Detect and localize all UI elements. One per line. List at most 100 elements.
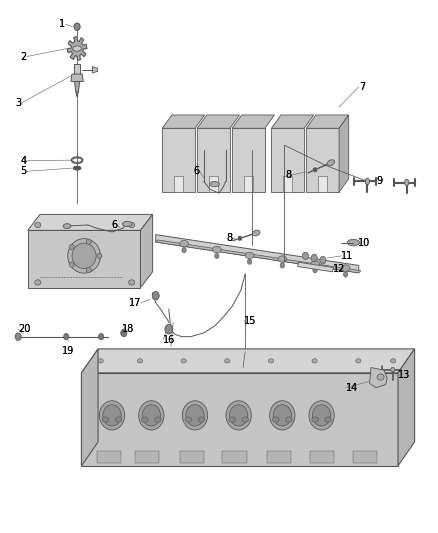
Polygon shape xyxy=(180,451,204,463)
Polygon shape xyxy=(155,240,361,273)
Ellipse shape xyxy=(73,46,81,51)
Polygon shape xyxy=(398,349,415,466)
Ellipse shape xyxy=(286,417,292,422)
Polygon shape xyxy=(232,128,265,192)
Polygon shape xyxy=(310,451,334,463)
Polygon shape xyxy=(155,235,359,273)
Polygon shape xyxy=(223,451,247,463)
Text: 17: 17 xyxy=(129,297,141,308)
Polygon shape xyxy=(232,115,275,128)
Circle shape xyxy=(343,272,348,277)
Text: 19: 19 xyxy=(62,346,74,356)
Text: 7: 7 xyxy=(359,82,365,92)
Polygon shape xyxy=(174,176,183,192)
Ellipse shape xyxy=(198,417,205,422)
Ellipse shape xyxy=(365,178,370,184)
Ellipse shape xyxy=(270,401,295,430)
Polygon shape xyxy=(370,368,387,387)
Text: 18: 18 xyxy=(122,324,134,334)
Circle shape xyxy=(320,256,326,264)
Text: 16: 16 xyxy=(163,335,175,345)
Ellipse shape xyxy=(141,417,148,422)
Polygon shape xyxy=(318,176,327,192)
Ellipse shape xyxy=(230,405,248,426)
Ellipse shape xyxy=(356,359,361,363)
Text: 20: 20 xyxy=(18,324,31,334)
Polygon shape xyxy=(71,74,83,82)
Text: 8: 8 xyxy=(285,170,291,180)
Polygon shape xyxy=(92,67,98,73)
Circle shape xyxy=(121,329,127,337)
Text: 15: 15 xyxy=(244,316,257,326)
Text: 12: 12 xyxy=(333,264,346,273)
Ellipse shape xyxy=(405,179,409,185)
Text: 6: 6 xyxy=(112,220,118,230)
Text: 13: 13 xyxy=(398,370,410,380)
Ellipse shape xyxy=(245,252,254,259)
Text: 11: 11 xyxy=(341,251,353,261)
Ellipse shape xyxy=(312,405,331,426)
Ellipse shape xyxy=(181,359,186,363)
Polygon shape xyxy=(197,128,230,192)
Ellipse shape xyxy=(35,280,41,285)
Ellipse shape xyxy=(102,417,109,422)
Circle shape xyxy=(247,259,252,264)
Text: 17: 17 xyxy=(129,297,141,308)
Ellipse shape xyxy=(63,224,71,229)
Ellipse shape xyxy=(312,359,317,363)
Polygon shape xyxy=(209,176,218,192)
Circle shape xyxy=(99,334,104,340)
Ellipse shape xyxy=(72,243,96,269)
Polygon shape xyxy=(28,230,141,288)
Text: 19: 19 xyxy=(62,346,74,356)
Polygon shape xyxy=(74,82,80,92)
Ellipse shape xyxy=(391,368,395,372)
Ellipse shape xyxy=(155,417,161,422)
Ellipse shape xyxy=(115,417,122,422)
Ellipse shape xyxy=(312,417,318,422)
Ellipse shape xyxy=(309,401,334,430)
Polygon shape xyxy=(272,115,314,128)
Polygon shape xyxy=(76,92,78,96)
Polygon shape xyxy=(244,176,253,192)
Polygon shape xyxy=(297,262,333,272)
Ellipse shape xyxy=(242,417,248,422)
Ellipse shape xyxy=(139,401,164,430)
Circle shape xyxy=(311,254,317,262)
Circle shape xyxy=(152,292,159,300)
Ellipse shape xyxy=(103,405,121,426)
Text: 6: 6 xyxy=(112,220,118,230)
Ellipse shape xyxy=(278,256,287,262)
Text: 6: 6 xyxy=(193,166,199,176)
Ellipse shape xyxy=(226,401,251,430)
Ellipse shape xyxy=(325,417,332,422)
Ellipse shape xyxy=(273,405,291,426)
Ellipse shape xyxy=(272,417,279,422)
Text: 8: 8 xyxy=(226,233,232,243)
Ellipse shape xyxy=(123,221,132,227)
Text: 8: 8 xyxy=(285,170,291,180)
Text: 5: 5 xyxy=(21,166,27,176)
Polygon shape xyxy=(353,451,378,463)
Text: 1: 1 xyxy=(59,19,65,29)
Text: 10: 10 xyxy=(358,238,370,247)
Ellipse shape xyxy=(225,359,230,363)
Ellipse shape xyxy=(182,401,208,430)
Ellipse shape xyxy=(327,160,335,166)
Circle shape xyxy=(280,263,285,268)
Text: 14: 14 xyxy=(346,383,358,393)
Ellipse shape xyxy=(252,230,260,236)
Ellipse shape xyxy=(212,246,221,253)
Text: 4: 4 xyxy=(21,156,27,166)
Polygon shape xyxy=(306,128,339,192)
Circle shape xyxy=(313,268,317,273)
Text: 11: 11 xyxy=(341,251,353,261)
Ellipse shape xyxy=(69,262,74,267)
Polygon shape xyxy=(283,176,292,192)
Ellipse shape xyxy=(341,265,350,271)
Text: 18: 18 xyxy=(122,324,134,334)
Ellipse shape xyxy=(180,240,188,247)
Ellipse shape xyxy=(69,245,74,250)
Polygon shape xyxy=(81,349,98,466)
Polygon shape xyxy=(81,349,415,373)
